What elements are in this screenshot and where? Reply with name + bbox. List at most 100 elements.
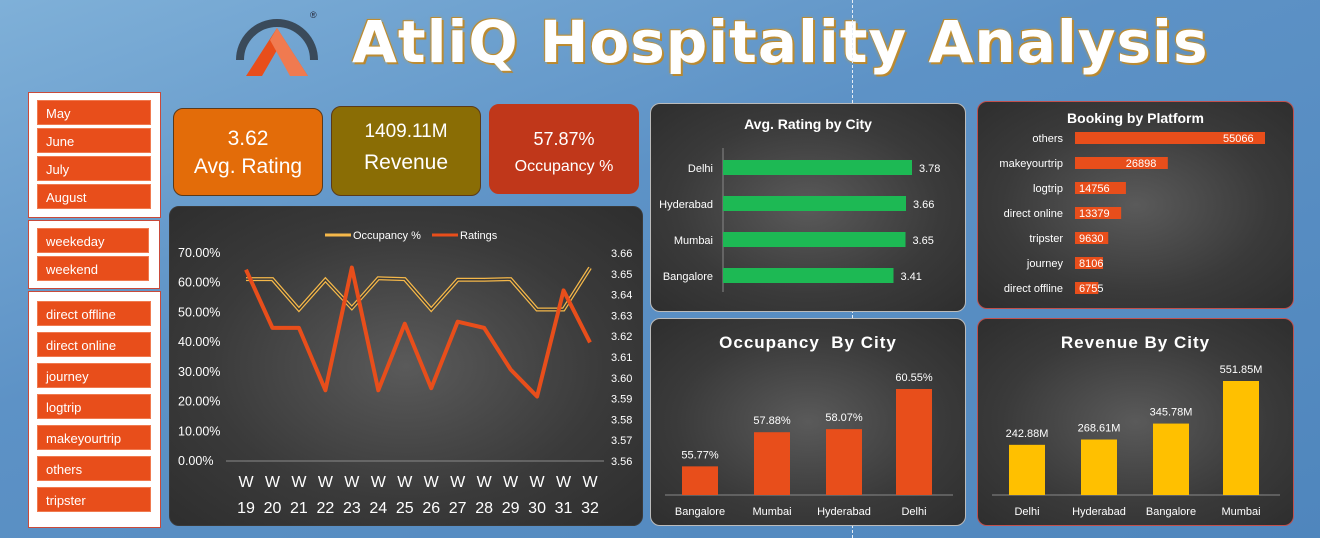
- bar: [682, 466, 718, 495]
- series-occupancy-line: [246, 266, 592, 313]
- slicer-platform-direct-offline[interactable]: direct offline: [37, 301, 151, 326]
- chart-title: Booking by Platform: [1067, 110, 1204, 126]
- x-tick-label: 30: [528, 500, 546, 517]
- bar: [1081, 439, 1117, 495]
- data-label: 9630: [1079, 233, 1103, 245]
- atliq-logo: ®: [232, 10, 322, 80]
- chart-title: Avg. Rating by City: [744, 116, 872, 132]
- bar: [1223, 381, 1259, 495]
- series-occupancy-inner: [246, 267, 591, 311]
- y-left-tick: 0.00%: [178, 454, 213, 468]
- occupancy-chart-svg: 55.77% Bangalore 57.88% Mumbai 58.07% Hyderab…: [665, 372, 953, 518]
- bar: [896, 389, 932, 495]
- x-tick-label: 27: [449, 500, 467, 517]
- slicer-month-august[interactable]: August: [37, 184, 151, 209]
- bar: [754, 432, 790, 495]
- y-right-tick: 3.58: [611, 414, 632, 426]
- rating-chart-svg: Delhi 3.78 Hyderabad 3.66 Mumbai 3.65 Bangalor…: [659, 148, 940, 292]
- slicer-platform-journey[interactable]: journey: [37, 363, 151, 388]
- category-label: Bangalore: [663, 271, 713, 283]
- bar: [1075, 132, 1265, 144]
- x-tick-label: 24: [369, 500, 387, 517]
- x-tick-label: W: [265, 474, 281, 491]
- chart-title: Revenue By City: [1060, 333, 1211, 352]
- x-tick-label: 28: [475, 500, 493, 517]
- data-label: 268.61M: [1078, 423, 1121, 435]
- x-tick-label: W: [344, 474, 360, 491]
- y-right-tick: 3.61: [611, 352, 632, 364]
- slicer-platform-tripster[interactable]: tripster: [37, 487, 151, 512]
- kpi-avg-rating: 3.62 Avg. Rating: [173, 108, 323, 196]
- slicer-month-june[interactable]: June: [37, 128, 151, 153]
- platform-chart-svg: others 55066 makeyourtrip 26898 logtrip 14756…: [999, 132, 1265, 295]
- bar: [1153, 423, 1189, 495]
- kpi-label: Avg. Rating: [193, 155, 303, 178]
- legend-label: Occupancy %: [353, 230, 421, 242]
- bar: [1009, 444, 1045, 495]
- bar: [723, 232, 906, 247]
- daytype-slicer: weekeday weekend: [28, 220, 160, 289]
- category-label: direct offline: [1004, 283, 1063, 295]
- data-label: 55.77%: [681, 449, 719, 461]
- x-tick-label: W: [556, 474, 572, 491]
- data-label: 3.65: [913, 235, 934, 247]
- category-label: makeyourtrip: [999, 158, 1063, 170]
- data-label: 60.55%: [895, 372, 933, 384]
- slicer-platform-direct-online[interactable]: direct online: [37, 332, 151, 357]
- occupancy-by-city-chart: Occupancy By City 55.77% Bangalore 57.88% M…: [650, 318, 966, 526]
- kpi-value: 1409.11M: [364, 121, 448, 142]
- x-tick-label: 26: [422, 500, 440, 517]
- booking-by-platform-chart: Booking by Platform others 55066 makeyourt…: [977, 101, 1294, 309]
- slicer-month-july[interactable]: July: [37, 156, 151, 181]
- bar: [723, 160, 912, 175]
- y-left-tick: 10.00%: [178, 424, 220, 438]
- bar: [1075, 232, 1109, 244]
- bar: [1075, 157, 1168, 169]
- x-tick-label: W: [424, 474, 440, 491]
- y-left-tick: 30.00%: [178, 365, 220, 379]
- x-tick-label: W: [291, 474, 307, 491]
- kpi-occupancy: 57.87% Occupancy %: [489, 104, 639, 194]
- bar: [723, 196, 906, 211]
- slicer-platform-others[interactable]: others: [37, 456, 151, 481]
- month-slicer: May June July August: [28, 92, 161, 218]
- x-tick-label: 21: [290, 500, 308, 517]
- y-right-tick: 3.64: [611, 290, 632, 302]
- category-label: logtrip: [1033, 183, 1063, 195]
- x-tick-label: 32: [581, 500, 599, 517]
- y-left-tick: 20.00%: [178, 395, 220, 409]
- kpi-value: 57.87%: [533, 129, 595, 149]
- data-label: 14756: [1079, 183, 1110, 195]
- y-right-tick: 3.63: [611, 310, 632, 322]
- data-label: 57.88%: [753, 415, 791, 427]
- data-label: 3.78: [919, 163, 940, 175]
- category-label: Bangalore: [1146, 506, 1196, 518]
- slicer-month-may[interactable]: May: [37, 100, 151, 125]
- data-label: 6755: [1079, 283, 1103, 295]
- bar: [1075, 257, 1103, 269]
- slicer-platform-logtrip[interactable]: logtrip: [37, 394, 151, 419]
- category-label: Delhi: [1014, 506, 1039, 518]
- x-tick-label: 23: [343, 500, 361, 517]
- bar: [826, 429, 862, 495]
- kpi-label: Occupancy %: [514, 158, 614, 175]
- x-tick-label: W: [582, 474, 598, 491]
- y-left-tick: 60.00%: [178, 276, 220, 290]
- data-label: 8106: [1079, 258, 1103, 270]
- bar: [723, 268, 894, 283]
- y-right-tick: 3.60: [611, 373, 632, 385]
- slicer-platform-makeyourtrip[interactable]: makeyourtrip: [37, 425, 151, 450]
- bar: [1075, 282, 1099, 294]
- revenue-by-city-chart: Revenue By City 242.88M Delhi 268.61M Hyder…: [977, 318, 1294, 526]
- data-label: 551.85M: [1220, 364, 1263, 376]
- x-tick-label: 22: [316, 500, 334, 517]
- category-label: Mumbai: [674, 235, 713, 247]
- category-label: others: [1032, 133, 1063, 145]
- x-tick-label: W: [530, 474, 546, 491]
- y-right-tick: 3.65: [611, 269, 632, 281]
- slicer-daytype-weekeday[interactable]: weekeday: [37, 228, 149, 253]
- x-tick-label: W: [477, 474, 493, 491]
- series-ratings-line: [244, 265, 592, 399]
- registered-mark: ®: [310, 10, 317, 20]
- slicer-daytype-weekend[interactable]: weekend: [37, 256, 149, 281]
